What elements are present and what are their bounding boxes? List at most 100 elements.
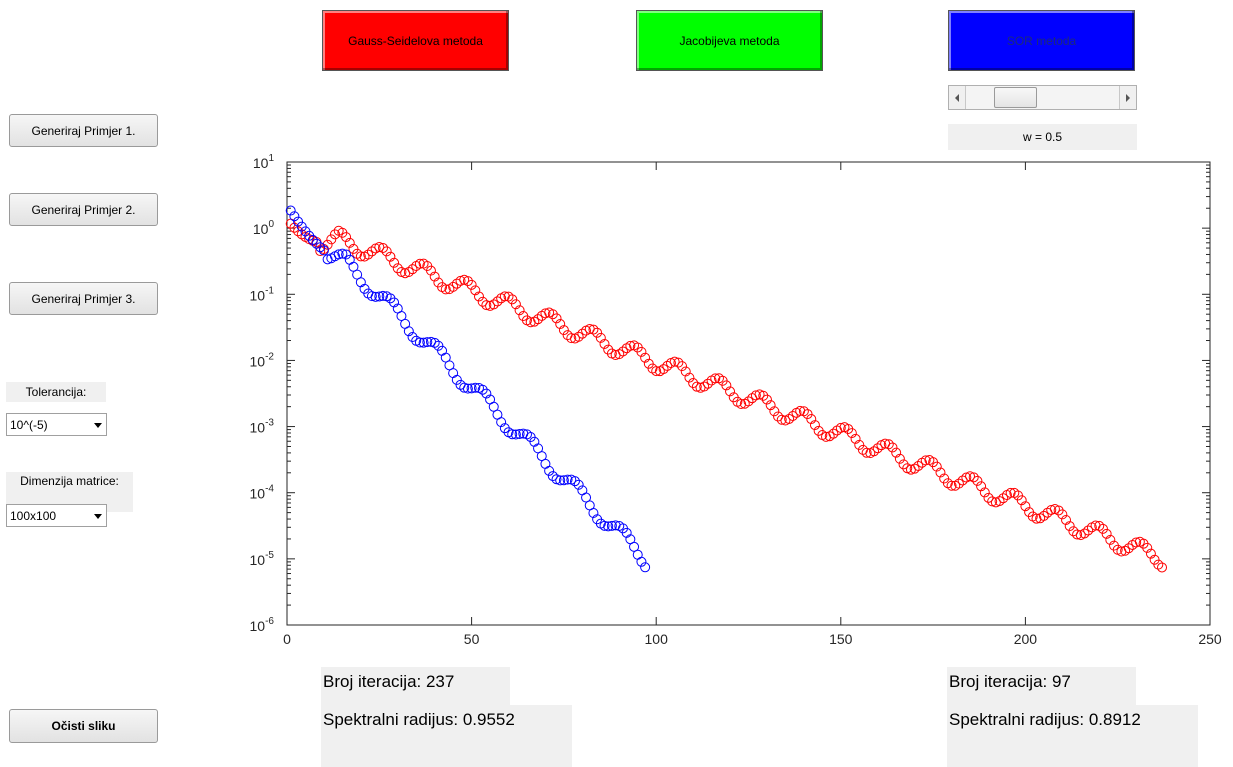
series-0-point [946,480,957,491]
series-0-point [1024,507,1035,518]
sor-button[interactable]: SOR metoda [948,10,1135,71]
series-0-point [939,473,950,484]
series-1-point [337,248,348,259]
slider-right-arrow[interactable] [1119,86,1136,109]
series-1-point [341,249,352,260]
series-0-point [647,363,658,374]
chevron-down-icon [94,422,102,428]
series-0-point [1016,495,1027,506]
series-0-point [913,460,924,471]
generate-example-3-button[interactable]: Generiraj Primjer 3. [9,282,158,315]
series-0-point [942,478,953,489]
series-0-point [485,300,496,311]
series-0-point [1105,534,1116,545]
series-1-point [507,429,518,440]
series-0-point [573,331,584,342]
series-1-point [595,518,606,529]
series-0-point [444,284,455,295]
series-0-point [529,316,540,327]
series-0-point [603,344,614,355]
series-0-point [455,275,466,286]
slider-left-arrow[interactable] [949,86,966,109]
series-0-point [1075,530,1086,541]
series-1-point [525,432,536,443]
series-1-point [381,291,392,302]
series-0-point [540,308,551,319]
omega-slider[interactable] [948,85,1137,110]
gauss-seidel-button[interactable]: Gauss-Seidelova metoda [322,10,509,71]
generate-example-1-button[interactable]: Generiraj Primjer 1. [9,114,158,147]
series-0-point [839,422,850,433]
series-0-point [355,251,366,262]
series-0-point [1009,487,1020,498]
series-0-point [481,300,492,311]
series-1-point [359,283,370,294]
series-1-point [584,500,595,511]
series-1-point [451,374,462,385]
series-0-point [669,356,680,367]
iterations-right: Broj iteracija: 97 [947,667,1136,705]
series-0-point [957,475,968,486]
series-0-point [370,243,381,254]
series-0-point [518,311,529,322]
series-0-point [806,414,817,425]
series-0-point [710,373,721,384]
series-0-point [713,373,724,384]
series-0-point [1042,507,1053,518]
slider-thumb[interactable] [993,87,1037,108]
series-1-point [547,471,558,482]
series-0-point [654,366,665,377]
series-0-point [736,399,747,410]
series-0-point [451,278,462,289]
series-1-point [573,479,584,490]
series-1-point [588,507,599,518]
series-0-point [961,472,972,483]
series-1-point [492,409,503,420]
tolerance-select[interactable]: 10^(-5) [6,413,107,436]
x-tick-label: 0 [283,631,291,647]
series-0-point [843,423,854,434]
series-0-point [584,323,595,334]
series-0-point [968,472,979,483]
series-0-point [688,378,699,389]
generate-example-2-button[interactable]: Generiraj Primjer 2. [9,193,158,226]
chevron-down-icon [94,513,102,519]
series-1-point [293,216,304,227]
series-0-point [832,425,843,436]
dimension-select[interactable]: 100x100 [6,504,107,527]
series-0-point [1157,562,1168,573]
clear-figure-button[interactable]: Očisti sliku [9,709,158,743]
series-0-point [307,235,318,246]
series-1-point [610,520,621,531]
series-1-point [374,291,385,302]
jacobi-button[interactable]: Jacobijeva metoda [636,10,823,71]
series-0-point [610,350,621,361]
series-0-point [536,310,547,321]
series-0-point [706,375,717,386]
series-0-point [595,332,606,343]
series-0-point [569,333,580,344]
series-0-point [581,325,592,336]
series-1-point [437,345,448,356]
series-0-point [972,475,983,486]
y-tick-label: 10-1 [250,285,275,303]
series-0-point [425,265,436,276]
series-0-point [1097,523,1108,534]
spectral-radius-right: Spektralni radijus: 0.8912 [947,705,1198,767]
series-0-point [813,425,824,436]
series-0-point [677,361,688,372]
series-1-point [466,383,477,394]
series-1-point [551,474,562,485]
series-1-point [617,523,628,534]
series-0-point [780,415,791,426]
series-1-point [333,249,344,260]
series-0-point [983,492,994,503]
series-0-point [1131,537,1142,548]
series-0-point [525,317,536,328]
series-0-point [632,342,643,353]
series-1-point [392,303,403,314]
series-1-point [455,379,466,390]
series-0-point [747,393,758,404]
series-0-point [514,305,525,316]
